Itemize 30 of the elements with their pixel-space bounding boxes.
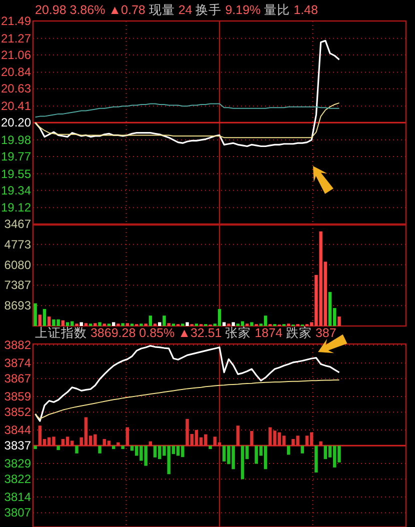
text: 8693	[4, 298, 32, 313]
y-tick-label: 3844	[4, 423, 32, 438]
y-tick-label: 19.98	[0, 132, 32, 147]
chart-title: 20.98 3.86% ▲0.78 现量 24 换手 9.19% 量比 1.48	[35, 3, 318, 17]
y-tick-label: 20.84	[0, 65, 32, 80]
y-tick-label: 19.12	[0, 200, 32, 215]
y-tick-label: 3859	[4, 390, 32, 404]
y-tick-label: 20.63	[0, 82, 32, 96]
y-tick-label: 3837	[4, 438, 32, 453]
y-tick-label: 3867	[4, 372, 32, 386]
y-tick-label: 21.27	[0, 31, 32, 46]
y-tick-label: 3822	[4, 472, 32, 486]
y-tick-label: 3852	[4, 405, 32, 420]
text: 6080	[4, 258, 32, 272]
y-tick-label: 20.20	[0, 116, 32, 130]
chart-title: 上证指数 3869.28 0.85% ▲32.51 张家 1874 跌家 387	[35, 325, 336, 340]
y-tick-label: 19.34	[0, 183, 32, 198]
y-tick-label: 3829	[4, 456, 32, 471]
y-tick-label: 21.49	[0, 14, 32, 28]
text: 4773	[4, 237, 32, 252]
y-tick-label: 3874	[4, 356, 32, 370]
y-tick-label: 19.55	[0, 166, 32, 181]
y-tick-label: 3814	[4, 490, 32, 504]
text: 7387	[4, 278, 32, 292]
y-tick-label: 19.77	[0, 149, 32, 164]
text: 3467	[4, 217, 32, 231]
y-tick-label: 21.06	[0, 48, 32, 62]
y-tick-label: 20.41	[0, 99, 32, 114]
y-tick-label: 3882	[4, 338, 32, 352]
y-tick-label: 3807	[4, 506, 32, 520]
